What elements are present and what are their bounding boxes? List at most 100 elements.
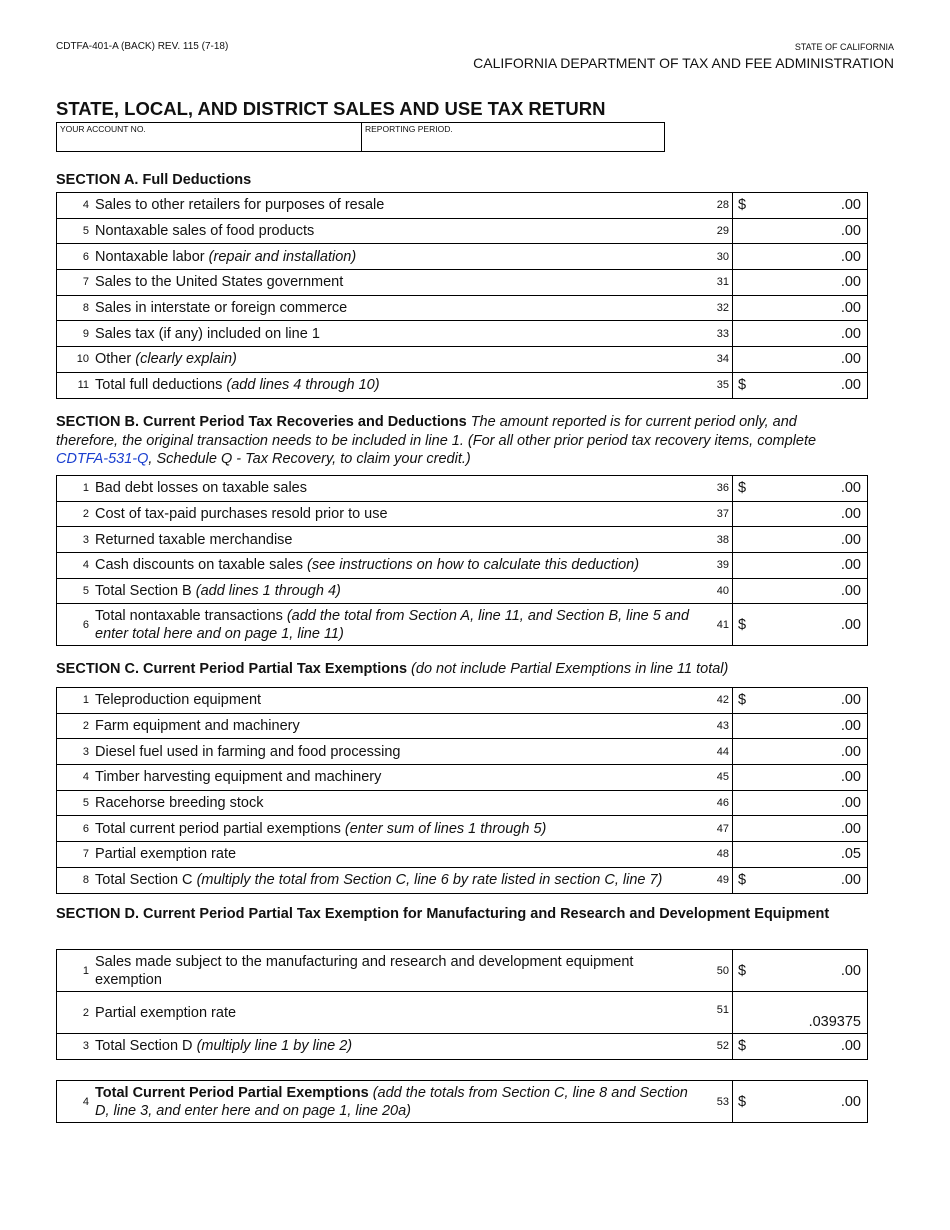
line-number: 7 [56,841,92,868]
line-label: Total Section D [95,1038,197,1055]
line-code: 39 [699,552,733,579]
amount-value: .05 [840,846,861,863]
section-b-table: 1 Bad debt losses on taxable sales 36 $.… [56,475,868,647]
line-description: Nontaxable labor (repair and installatio… [92,243,699,271]
reporting-period-field[interactable]: REPORTING PERIOD. [362,123,456,151]
amount-value: .00 [840,769,861,786]
amount-value: .00 [840,583,861,600]
form-row: 9 Sales tax (if any) included on line 1 … [56,320,868,348]
amount-field[interactable]: .00 [732,577,868,605]
line-number: 2 [56,500,92,528]
amount-field[interactable]: .00 [732,269,868,296]
line-code: 34 [699,346,733,373]
line-number: 5 [56,217,92,245]
line-code: 45 [699,764,733,791]
line-description: Cost of tax-paid purchases resold prior … [92,500,699,528]
amount-field[interactable]: .00 [732,294,868,322]
line-label: Sales tax (if any) included on line 1 [95,325,320,342]
amount-value: .00 [840,718,861,735]
form-row: 4 Cash discounts on taxable sales (see i… [56,552,868,579]
line-note: (see instructions on how to calculate th… [307,557,640,574]
line-label: Other [95,351,136,368]
amount-field[interactable]: .00 [732,552,868,579]
form-row: 8 Total Section C (multiply the total fr… [56,866,868,894]
form-row: 6 Total current period partial exemption… [56,815,868,843]
amount-field[interactable]: .00 [732,217,868,245]
amount-value: .00 [840,616,861,633]
line-code: 48 [699,841,733,868]
line-code: 42 [699,687,733,714]
account-number-field[interactable]: YOUR ACCOUNT NO. [57,123,362,151]
amount-field[interactable]: .039375 [732,991,868,1034]
cdtfa-531-q-link[interactable]: CDTFA-531-Q [56,451,149,467]
line-number: 8 [56,866,92,894]
amount-field[interactable]: $ .00 [732,949,868,992]
amount-field[interactable]: $ .00 [732,192,868,219]
form-row: 4 Timber harvesting equipment and machin… [56,764,868,791]
section-d-heading: SECTION D. Current Period Partial Tax Ex… [56,905,856,924]
line-label: Sales in interstate or foreign commerce [95,300,348,317]
line-description: Total current period partial exemptions … [92,815,699,843]
line-description: Sales tax (if any) included on line 1 [92,320,699,348]
amount-value: .039375 [808,1014,861,1030]
line-label: Diesel fuel used in farming and food pro… [95,743,401,760]
form-title: STATE, LOCAL, AND DISTRICT SALES AND USE… [56,98,606,119]
line-number: 11 [56,371,92,399]
amount-field[interactable]: .00 [732,346,868,373]
line-description: Sales to other retailers for purposes of… [92,192,699,219]
amount-field[interactable]: .00 [732,789,868,817]
line-description: Farm equipment and machinery [92,712,699,740]
amount-value: .00 [840,872,861,889]
amount-field[interactable]: $ .00 [732,475,868,502]
line-code: 37 [699,500,733,528]
line-label: Nontaxable labor [95,248,209,265]
line-label: Racehorse breeding stock [95,795,264,812]
amount-value: .00 [840,1093,861,1110]
line-description: Total Section C (multiply the total from… [92,866,699,894]
amount-field[interactable]: $ .00 [732,603,868,647]
amount-field[interactable]: .00 [732,738,868,766]
amount-field[interactable]: .00 [732,526,868,554]
amount-field[interactable]: $ .00 [732,371,868,399]
amount-field[interactable]: .05 [732,841,868,868]
line-number: 6 [56,815,92,843]
amount-field[interactable]: .00 [732,243,868,271]
amount-value: .00 [840,377,861,394]
line-label: Total nontaxable transactions [95,607,287,624]
line-description: Total Current Period Partial Exemptions … [92,1080,699,1123]
line-description: Returned taxable merchandise [92,526,699,554]
form-row: 4 Sales to other retailers for purposes … [56,192,868,219]
form-row: 1 Bad debt losses on taxable sales 36 $.… [56,475,868,502]
section-b-desc: The amount reported is for current perio… [56,414,817,449]
line-number: 1 [56,687,92,714]
amount-field[interactable]: .00 [732,500,868,528]
line-number: 4 [56,764,92,791]
line-number: 8 [56,294,92,322]
section-b-title: SECTION B. Current Period Tax Recoveries… [56,414,467,430]
line-description: Sales to the United States government [92,269,699,296]
amount-field[interactable]: $ .00 [732,866,868,894]
dollar-sign: $ [738,1093,747,1110]
amount-field[interactable]: .00 [732,712,868,740]
dollar-sign: $ [738,692,747,709]
line-description: Total Section D (multiply line 1 by line… [92,1033,699,1060]
line-code: 33 [699,320,733,348]
amount-value: .00 [840,300,861,317]
line-description: Other (clearly explain) [92,346,699,373]
amount-field[interactable]: $ .00 [732,687,868,714]
amount-field[interactable]: $ .00 [732,1080,868,1123]
amount-field[interactable]: .00 [732,764,868,791]
amount-field[interactable]: .00 [732,320,868,348]
amount-value: .00 [840,248,861,265]
line-code: 46 [699,789,733,817]
line-note: (add the total from Section A, line 11, … [95,607,690,642]
form-row: 10 Other (clearly explain) 34 .00 [56,346,868,373]
line-code: 30 [699,243,733,271]
amount-value: .00 [840,274,861,291]
amount-field[interactable]: $ .00 [732,1033,868,1060]
line-number: 4 [56,192,92,219]
line-note: (add the totals from Section C, line 8 a… [95,1084,688,1119]
amount-field[interactable]: .00 [732,815,868,843]
line-label: Teleproduction equipment [95,692,262,709]
